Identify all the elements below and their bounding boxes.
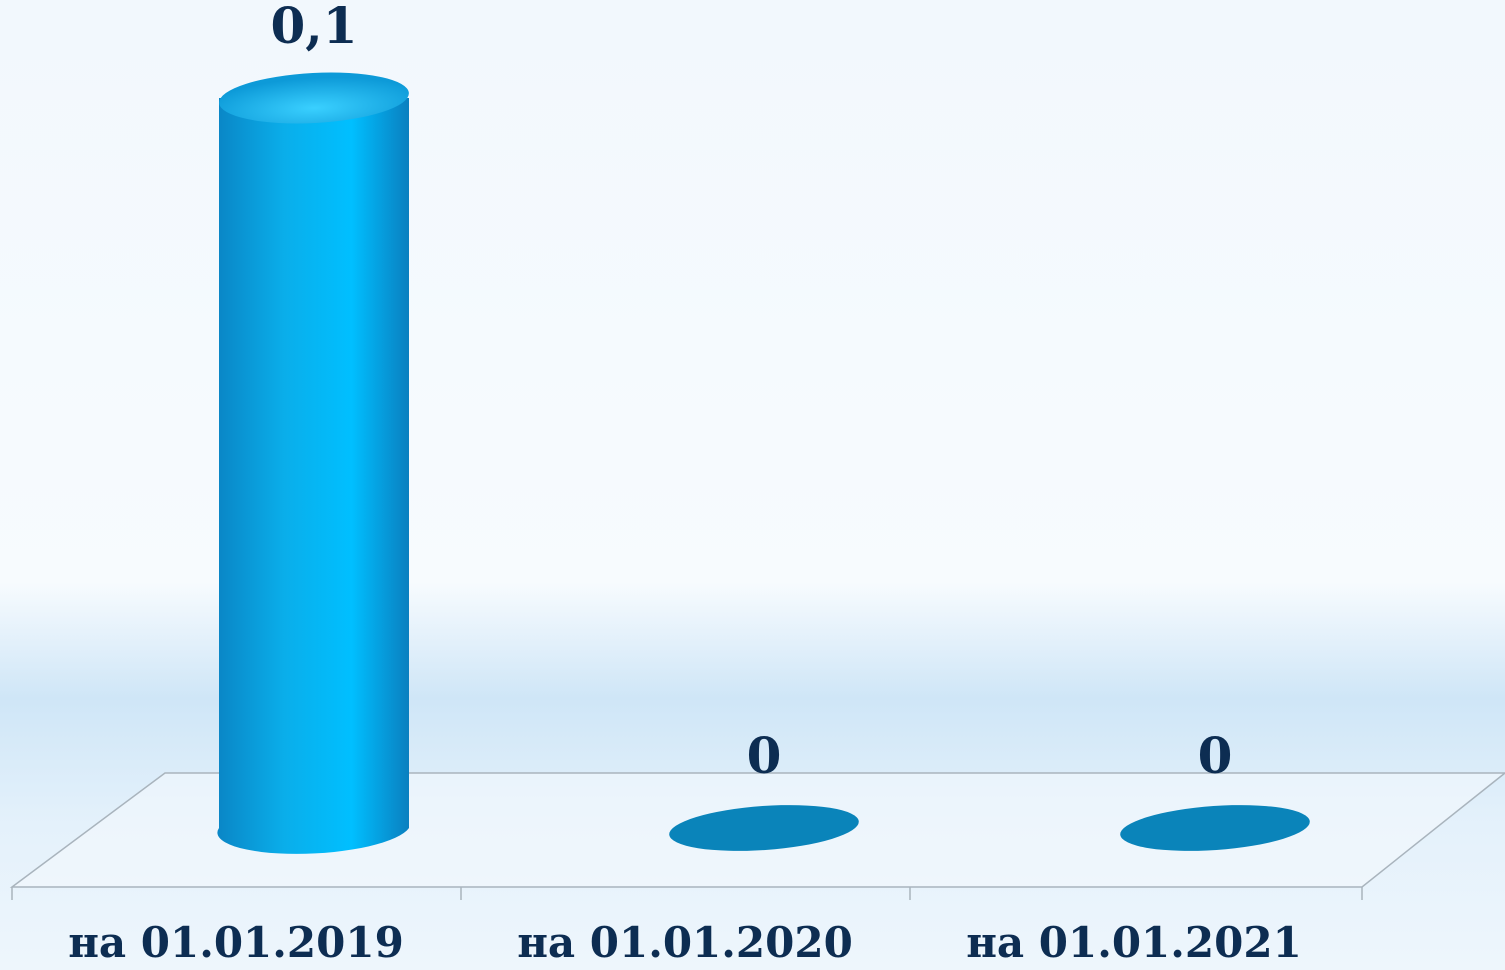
value-label: 0 xyxy=(1198,726,1233,785)
x-tick-label: на 01.01.2019 xyxy=(68,918,404,967)
value-label: 0,1 xyxy=(271,0,358,55)
value-label: 0 xyxy=(747,726,782,785)
x-tick-label: на 01.01.2021 xyxy=(966,918,1302,967)
bar xyxy=(1120,805,1310,851)
bar-top xyxy=(219,72,409,124)
bar xyxy=(669,805,859,851)
bar xyxy=(217,98,409,854)
x-tick-label: на 01.01.2020 xyxy=(517,918,853,967)
x-axis-ticks xyxy=(11,887,1363,900)
